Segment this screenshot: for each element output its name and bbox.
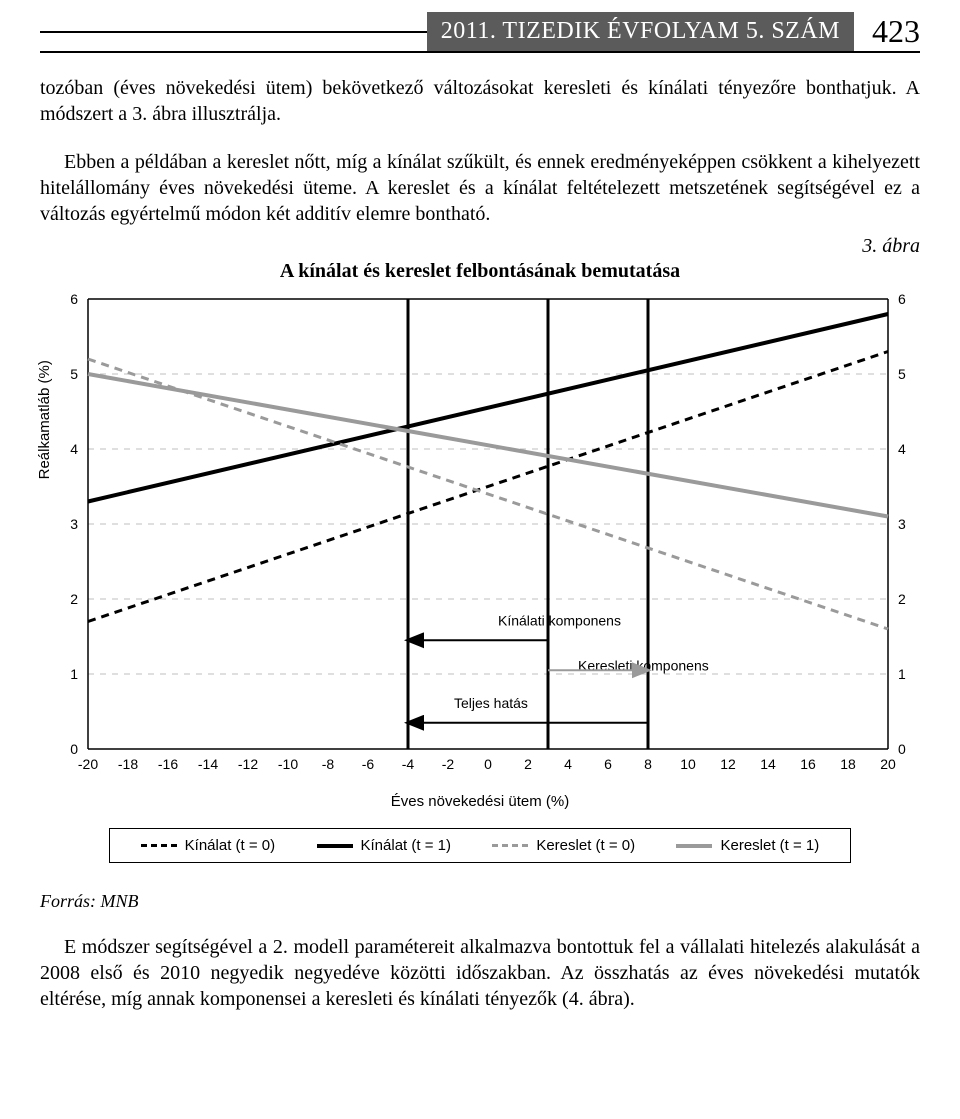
issue-box: 2011. TIZEDIK ÉVFOLYAM 5. SZÁM bbox=[427, 12, 854, 51]
svg-text:-14: -14 bbox=[198, 756, 218, 772]
svg-text:Kínálati komponens: Kínálati komponens bbox=[498, 612, 621, 628]
svg-text:Teljes hatás: Teljes hatás bbox=[454, 695, 528, 711]
svg-text:12: 12 bbox=[720, 756, 736, 772]
svg-text:4: 4 bbox=[564, 756, 572, 772]
svg-text:0: 0 bbox=[484, 756, 492, 772]
svg-text:4: 4 bbox=[70, 441, 78, 457]
svg-text:16: 16 bbox=[800, 756, 816, 772]
svg-text:6: 6 bbox=[70, 291, 78, 307]
svg-text:-12: -12 bbox=[238, 756, 258, 772]
svg-text:2: 2 bbox=[524, 756, 532, 772]
svg-text:5: 5 bbox=[898, 366, 906, 382]
svg-text:2: 2 bbox=[898, 591, 906, 607]
svg-text:8: 8 bbox=[644, 756, 652, 772]
legend-item-kereslet-t0: Kereslet (t = 0) bbox=[492, 837, 635, 854]
header-rule-left bbox=[40, 31, 427, 33]
svg-text:5: 5 bbox=[70, 366, 78, 382]
svg-text:2: 2 bbox=[70, 591, 78, 607]
chart-area: Reálkamatláb (%) 00112233445566-20-18-16… bbox=[40, 289, 920, 789]
header-rule-full bbox=[40, 51, 920, 53]
legend-swatch bbox=[676, 844, 712, 848]
svg-text:6: 6 bbox=[898, 291, 906, 307]
legend-swatch bbox=[317, 844, 353, 848]
legend-label: Kínálat (t = 1) bbox=[361, 837, 451, 854]
svg-text:10: 10 bbox=[680, 756, 696, 772]
y-axis-label: Reálkamatláb (%) bbox=[36, 360, 53, 479]
page-number: 423 bbox=[854, 13, 920, 50]
svg-text:-4: -4 bbox=[402, 756, 415, 772]
header-bar: 2011. TIZEDIK ÉVFOLYAM 5. SZÁM 423 bbox=[40, 12, 920, 51]
legend-label: Kereslet (t = 1) bbox=[720, 837, 819, 854]
chart-svg: 00112233445566-20-18-16-14-12-10-8-6-4-2… bbox=[40, 289, 920, 789]
legend-swatch bbox=[141, 844, 177, 847]
svg-text:-20: -20 bbox=[78, 756, 98, 772]
svg-text:-8: -8 bbox=[322, 756, 335, 772]
legend: Kínálat (t = 0) Kínálat (t = 1) Kereslet… bbox=[109, 828, 851, 863]
svg-text:4: 4 bbox=[898, 441, 906, 457]
svg-text:3: 3 bbox=[898, 516, 906, 532]
svg-text:3: 3 bbox=[70, 516, 78, 532]
svg-text:1: 1 bbox=[70, 666, 78, 682]
legend-label: Kínálat (t = 0) bbox=[185, 837, 275, 854]
svg-text:-18: -18 bbox=[118, 756, 138, 772]
legend-label: Kereslet (t = 0) bbox=[536, 837, 635, 854]
legend-item-kereslet-t1: Kereslet (t = 1) bbox=[676, 837, 819, 854]
svg-text:18: 18 bbox=[840, 756, 856, 772]
svg-text:6: 6 bbox=[604, 756, 612, 772]
x-axis-label: Éves növekedési ütem (%) bbox=[40, 793, 920, 810]
figure-source: Forrás: MNB bbox=[40, 891, 920, 912]
page: 2011. TIZEDIK ÉVFOLYAM 5. SZÁM 423 tozób… bbox=[0, 12, 960, 1052]
svg-text:0: 0 bbox=[70, 741, 78, 757]
svg-text:-16: -16 bbox=[158, 756, 178, 772]
svg-text:1: 1 bbox=[898, 666, 906, 682]
legend-item-kinalat-t0: Kínálat (t = 0) bbox=[141, 837, 275, 854]
legend-swatch bbox=[492, 844, 528, 847]
legend-item-kinalat-t1: Kínálat (t = 1) bbox=[317, 837, 451, 854]
svg-text:-2: -2 bbox=[442, 756, 455, 772]
paragraph-2: Ebben a példában a kereslet nőtt, míg a … bbox=[40, 149, 920, 227]
svg-text:-10: -10 bbox=[278, 756, 298, 772]
svg-text:20: 20 bbox=[880, 756, 896, 772]
paragraph-3: E módszer segítségével a 2. modell param… bbox=[40, 934, 920, 1012]
svg-text:14: 14 bbox=[760, 756, 776, 772]
figure-title: A kínálat és kereslet felbontásának bemu… bbox=[40, 260, 920, 283]
svg-text:0: 0 bbox=[898, 741, 906, 757]
svg-text:-6: -6 bbox=[362, 756, 375, 772]
paragraph-1: tozóban (éves növekedési ütem) bekövetke… bbox=[40, 75, 920, 127]
figure-label: 3. ábra bbox=[40, 235, 920, 258]
